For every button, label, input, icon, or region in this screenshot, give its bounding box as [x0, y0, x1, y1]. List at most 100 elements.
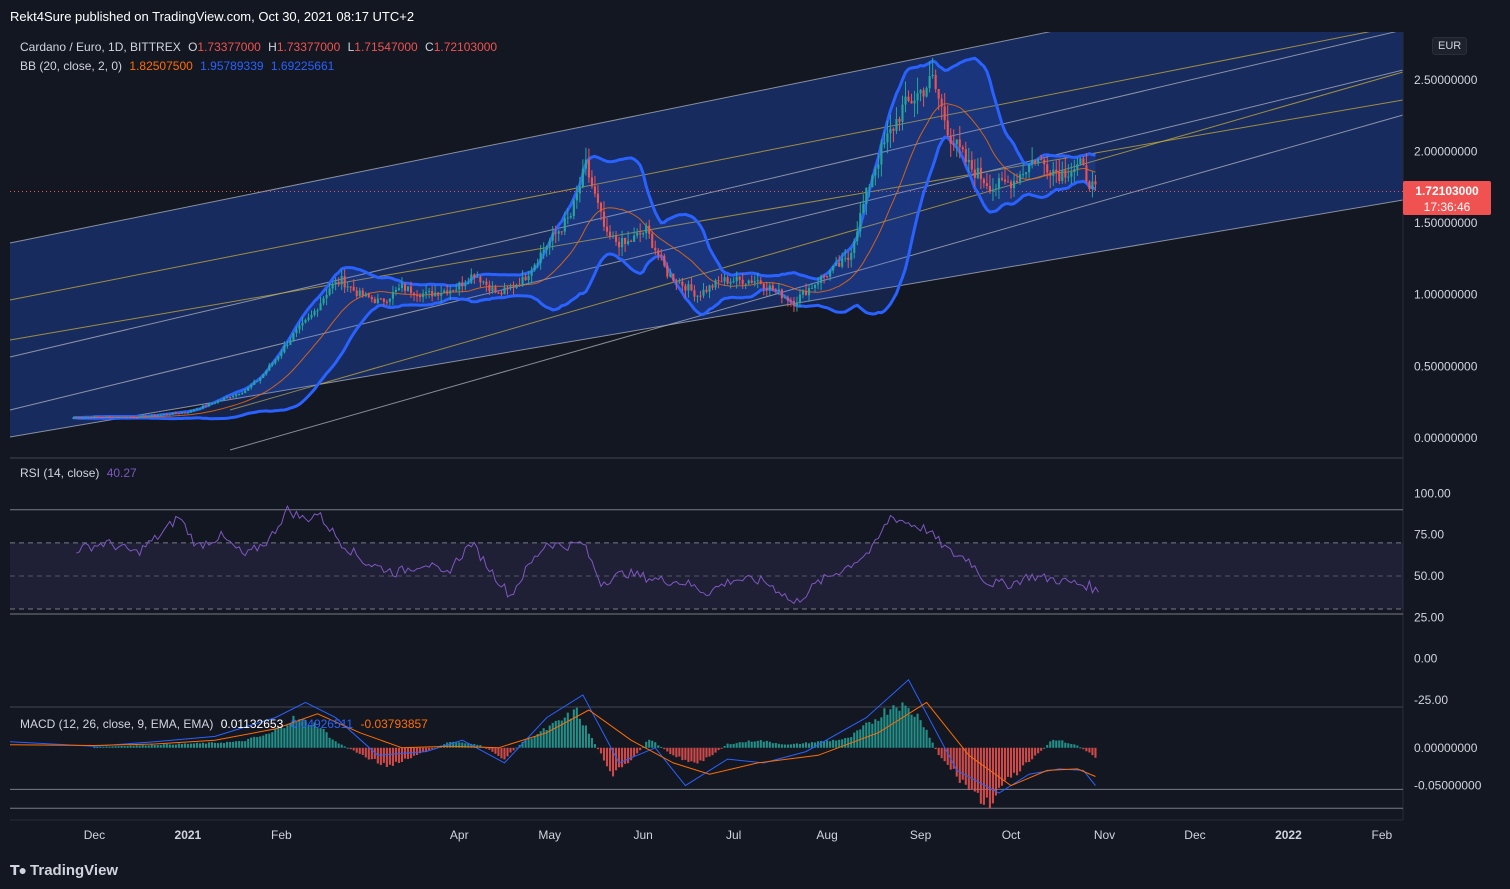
- candle-body: [250, 384, 253, 388]
- candle-body: [156, 415, 159, 417]
- candle-body: [1046, 164, 1049, 173]
- macd-hist-bar: [1040, 747, 1043, 751]
- candle-body: [976, 167, 979, 178]
- candle-body: [762, 283, 765, 289]
- macd-hist-bar: [1064, 742, 1067, 748]
- macd-hist-bar: [958, 747, 961, 783]
- candle-body: [817, 282, 820, 285]
- macd-hist-bar: [198, 743, 202, 748]
- rsi-tick-label: 75.00: [1414, 528, 1444, 542]
- bb-basis-value: 1.82507500: [129, 59, 193, 73]
- candle-body: [367, 293, 370, 298]
- macd-hist-bar: [660, 746, 663, 748]
- macd-hist-bar: [798, 743, 802, 748]
- macd-hist-bar: [681, 747, 684, 761]
- candle-body: [910, 100, 913, 104]
- macd-hist-bar: [684, 747, 687, 760]
- time-tick-label: Jul: [726, 828, 741, 842]
- macd-hist-bar: [756, 740, 759, 748]
- candle-body: [259, 377, 262, 381]
- macd-hist-bar: [1028, 747, 1031, 763]
- macd-hist-bar: [271, 732, 274, 748]
- bb-basis-line: [73, 103, 1096, 419]
- candle-body: [636, 233, 639, 236]
- candle-body: [639, 233, 642, 235]
- candle-body: [955, 139, 958, 145]
- candle-body: [298, 325, 301, 330]
- macd-hist-bar: [159, 744, 162, 748]
- candle-body: [280, 352, 283, 357]
- candle-body: [720, 281, 723, 283]
- candle-body: [331, 284, 334, 289]
- close-label: C: [425, 40, 434, 54]
- macd-hist-bar: [955, 747, 958, 777]
- candle-body: [126, 417, 129, 419]
- candle-body: [765, 288, 768, 290]
- time-tick-label: Feb: [271, 828, 292, 842]
- macd-hist-bar: [699, 747, 702, 761]
- candle-body: [759, 280, 762, 284]
- macd-hist-bar: [1003, 747, 1007, 781]
- candle-body: [970, 160, 973, 170]
- macd-hist-bar: [473, 744, 476, 748]
- macd-hist-bar: [554, 720, 557, 748]
- macd-hist-bar: [904, 705, 907, 748]
- candle-body: [804, 290, 808, 296]
- macd-hist-bar: [388, 747, 391, 765]
- candle-body: [419, 295, 422, 298]
- macd-hist-bar: [979, 747, 982, 804]
- candle-body: [964, 149, 967, 163]
- candle-body: [536, 263, 539, 265]
- candle-body: [813, 284, 817, 288]
- tradingview-logo[interactable]: 𝗧● TradingView: [10, 862, 118, 879]
- macd-hist-bar: [630, 747, 633, 761]
- candle-body: [880, 144, 883, 165]
- channel-line: [9, 29, 1404, 358]
- macd-hist-bar: [925, 729, 928, 748]
- candle-body: [551, 232, 554, 241]
- macd-hist-bar: [99, 746, 102, 748]
- candle-body: [382, 298, 385, 302]
- macd-hist-bar: [385, 747, 388, 767]
- candle-body: [705, 289, 708, 292]
- candle-body: [482, 281, 485, 283]
- candle-body: [578, 186, 581, 194]
- candle-body: [777, 289, 780, 291]
- macd-hist-bar: [340, 744, 343, 748]
- macd-hist-bar: [265, 733, 268, 748]
- macd-hist-bar: [247, 738, 250, 748]
- macd-hist-bar: [114, 746, 117, 748]
- candle-body: [1067, 176, 1070, 178]
- macd-hist-bar: [687, 747, 690, 763]
- candle-body: [446, 290, 449, 294]
- macd-hist-bar: [1073, 744, 1076, 748]
- candle-body: [832, 265, 835, 271]
- macd-hist-bar: [1022, 747, 1025, 766]
- candle-body: [729, 281, 732, 284]
- candle-body: [352, 286, 355, 291]
- candle-body: [807, 288, 811, 296]
- candle-body: [792, 301, 795, 306]
- macd-hist-bar: [560, 720, 563, 748]
- candle-body: [666, 265, 669, 277]
- candle-body: [823, 276, 826, 278]
- macd-hist-bar: [720, 747, 723, 749]
- bar-countdown: 17:36:46: [1423, 200, 1471, 214]
- time-tick-label: Feb: [1372, 828, 1393, 842]
- macd-hist-bar: [982, 747, 985, 805]
- candle-body: [714, 280, 717, 288]
- macd-hist-bar: [973, 747, 976, 792]
- macd-hist-bar: [804, 742, 808, 748]
- macd-hist-bar: [1006, 747, 1010, 777]
- candle-body: [669, 273, 672, 277]
- candle-body: [105, 416, 108, 418]
- currency-badge[interactable]: EUR: [1432, 37, 1468, 55]
- macd-hist-bar: [509, 747, 512, 753]
- macd-hist-bar: [102, 746, 105, 748]
- candle-body: [678, 281, 681, 283]
- candle-body: [391, 291, 394, 299]
- macd-hist-bar: [648, 739, 651, 748]
- macd-hist-bar: [250, 737, 253, 748]
- bb-label: BB (20, close, 2, 0): [20, 59, 123, 73]
